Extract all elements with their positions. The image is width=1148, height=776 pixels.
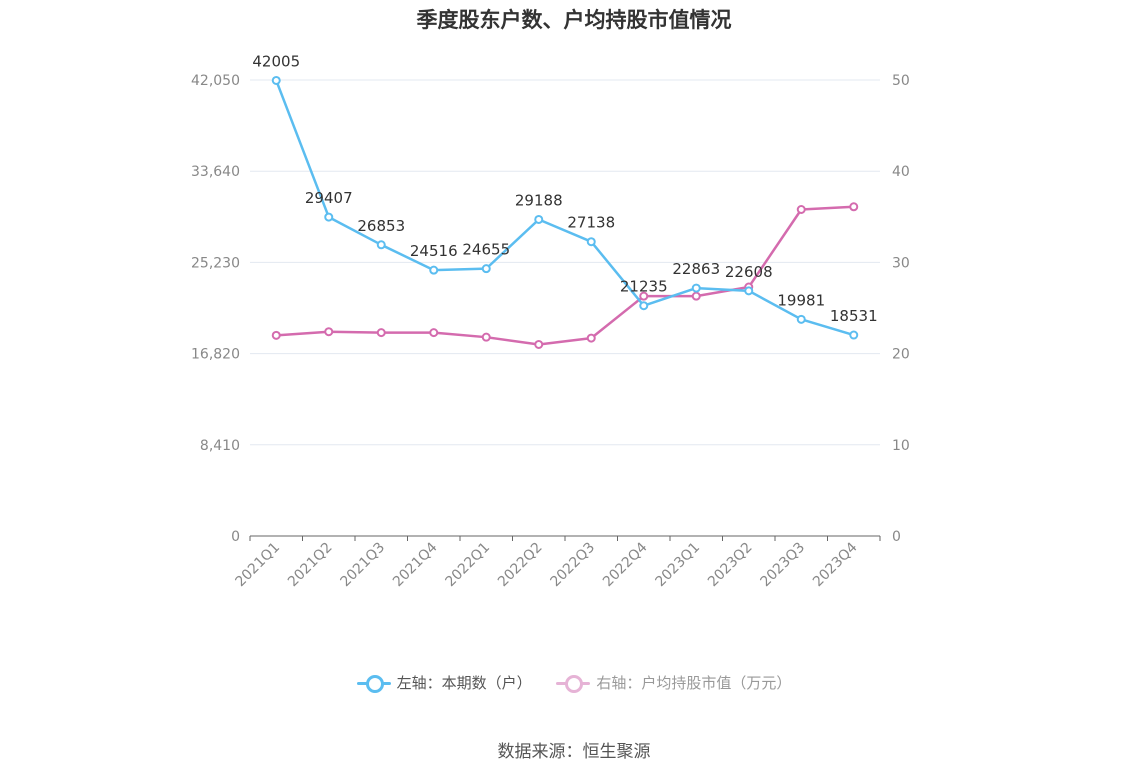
data-label: 21235 [620, 278, 668, 296]
legend: 左轴：本期数（户） 右轴：户均持股市值（万元） [0, 672, 1148, 696]
data-point-avg-holding-value [796, 205, 806, 215]
data-label: 29407 [305, 189, 353, 207]
data-point-households [534, 214, 544, 224]
data-label: 42005 [252, 52, 300, 70]
right-tick-label: 10 [892, 438, 910, 454]
data-point-avg-holding-value [849, 202, 859, 212]
left-tick-label: 33,640 [191, 164, 240, 180]
data-point-households [796, 314, 806, 324]
right-axis: 0 10 20 30 40 50 [892, 73, 910, 545]
data-point-avg-holding-value [324, 327, 334, 337]
data-label: 19981 [777, 291, 825, 309]
data-point-households [429, 265, 439, 275]
x-tick-label: 2023Q4 [810, 539, 861, 590]
series-points [271, 75, 859, 349]
data-label: 22608 [725, 263, 773, 281]
left-tick-label: 42,050 [191, 73, 240, 89]
right-tick-label: 40 [892, 164, 910, 180]
data-point-households [481, 264, 491, 274]
x-tick-label: 2022Q2 [495, 540, 546, 591]
data-label: 29188 [515, 191, 563, 209]
series-line-households [275, 80, 855, 337]
x-axis: 2021Q1 2021Q2 2021Q3 2021Q4 2022Q1 2022Q2 2022… [232, 535, 881, 591]
grid-lines [250, 79, 880, 446]
x-tick-label: 2022Q4 [600, 539, 651, 590]
x-tick-label: 2021Q1 [232, 540, 283, 591]
left-tick-label: 16,820 [191, 347, 240, 363]
x-tick-label: 2021Q3 [337, 540, 388, 591]
data-point-households [691, 283, 701, 293]
data-point-avg-holding-value [586, 333, 596, 343]
data-point-avg-holding-value [481, 332, 491, 342]
legend-label-households: 左轴：本期数（户） [396, 674, 532, 692]
right-tick-label: 20 [892, 347, 910, 363]
legend-item-avg-holding-value[interactable]: 右轴：户均持股市值（万元） [556, 672, 791, 693]
data-point-households [271, 75, 281, 85]
x-tick-label: 2023Q2 [705, 540, 756, 591]
data-point-avg-holding-value [376, 328, 386, 338]
data-point-households [639, 301, 649, 311]
data-point-households [744, 286, 754, 296]
series-lines [275, 80, 855, 346]
left-axis: 0 8,410 16,820 25,230 33,640 42,050 [191, 73, 240, 545]
right-tick-label: 0 [892, 529, 901, 545]
data-point-households [376, 240, 386, 250]
x-tick-label: 2023Q3 [757, 540, 808, 591]
data-point-avg-holding-value [534, 339, 544, 349]
data-point-avg-holding-value [429, 328, 439, 338]
left-tick-label: 25,230 [191, 255, 240, 271]
right-tick-label: 30 [892, 255, 910, 271]
left-tick-label: 8,410 [200, 438, 240, 454]
data-point-avg-holding-value [639, 291, 649, 301]
source-note: 数据来源：恒生聚源 [497, 742, 651, 762]
x-tick-label: 2022Q1 [442, 540, 493, 591]
left-tick-label: 0 [231, 529, 240, 545]
data-label: 24516 [410, 242, 458, 260]
data-point-avg-holding-value [271, 330, 281, 340]
data-point-avg-holding-value [691, 291, 701, 301]
chart-title: 季度股东户数、户均持股市值情况 [416, 8, 732, 32]
legend-swatch-households [356, 674, 391, 693]
data-label: 22863 [672, 260, 720, 278]
series-line-avg-holding-value [276, 205, 854, 346]
legend-label-avg-holding-value: 右轴：户均持股市值（万元） [596, 674, 792, 692]
data-point-households [324, 212, 334, 222]
data-label: 18531 [830, 307, 878, 325]
data-label: 27138 [567, 214, 615, 232]
legend-swatch-avg-holding-value [556, 674, 591, 693]
x-tick-label: 2022Q3 [547, 540, 598, 591]
data-point-households [849, 330, 859, 340]
legend-item-households[interactable]: 左轴：本期数（户） [356, 672, 532, 693]
x-tick-label: 2023Q1 [652, 540, 703, 591]
data-label: 26853 [357, 217, 405, 235]
x-tick-label: 2021Q4 [390, 539, 441, 590]
data-label: 24655 [462, 241, 510, 259]
right-tick-label: 50 [892, 73, 910, 89]
x-tick-label: 2021Q2 [285, 540, 336, 591]
data-point-households [586, 237, 596, 247]
